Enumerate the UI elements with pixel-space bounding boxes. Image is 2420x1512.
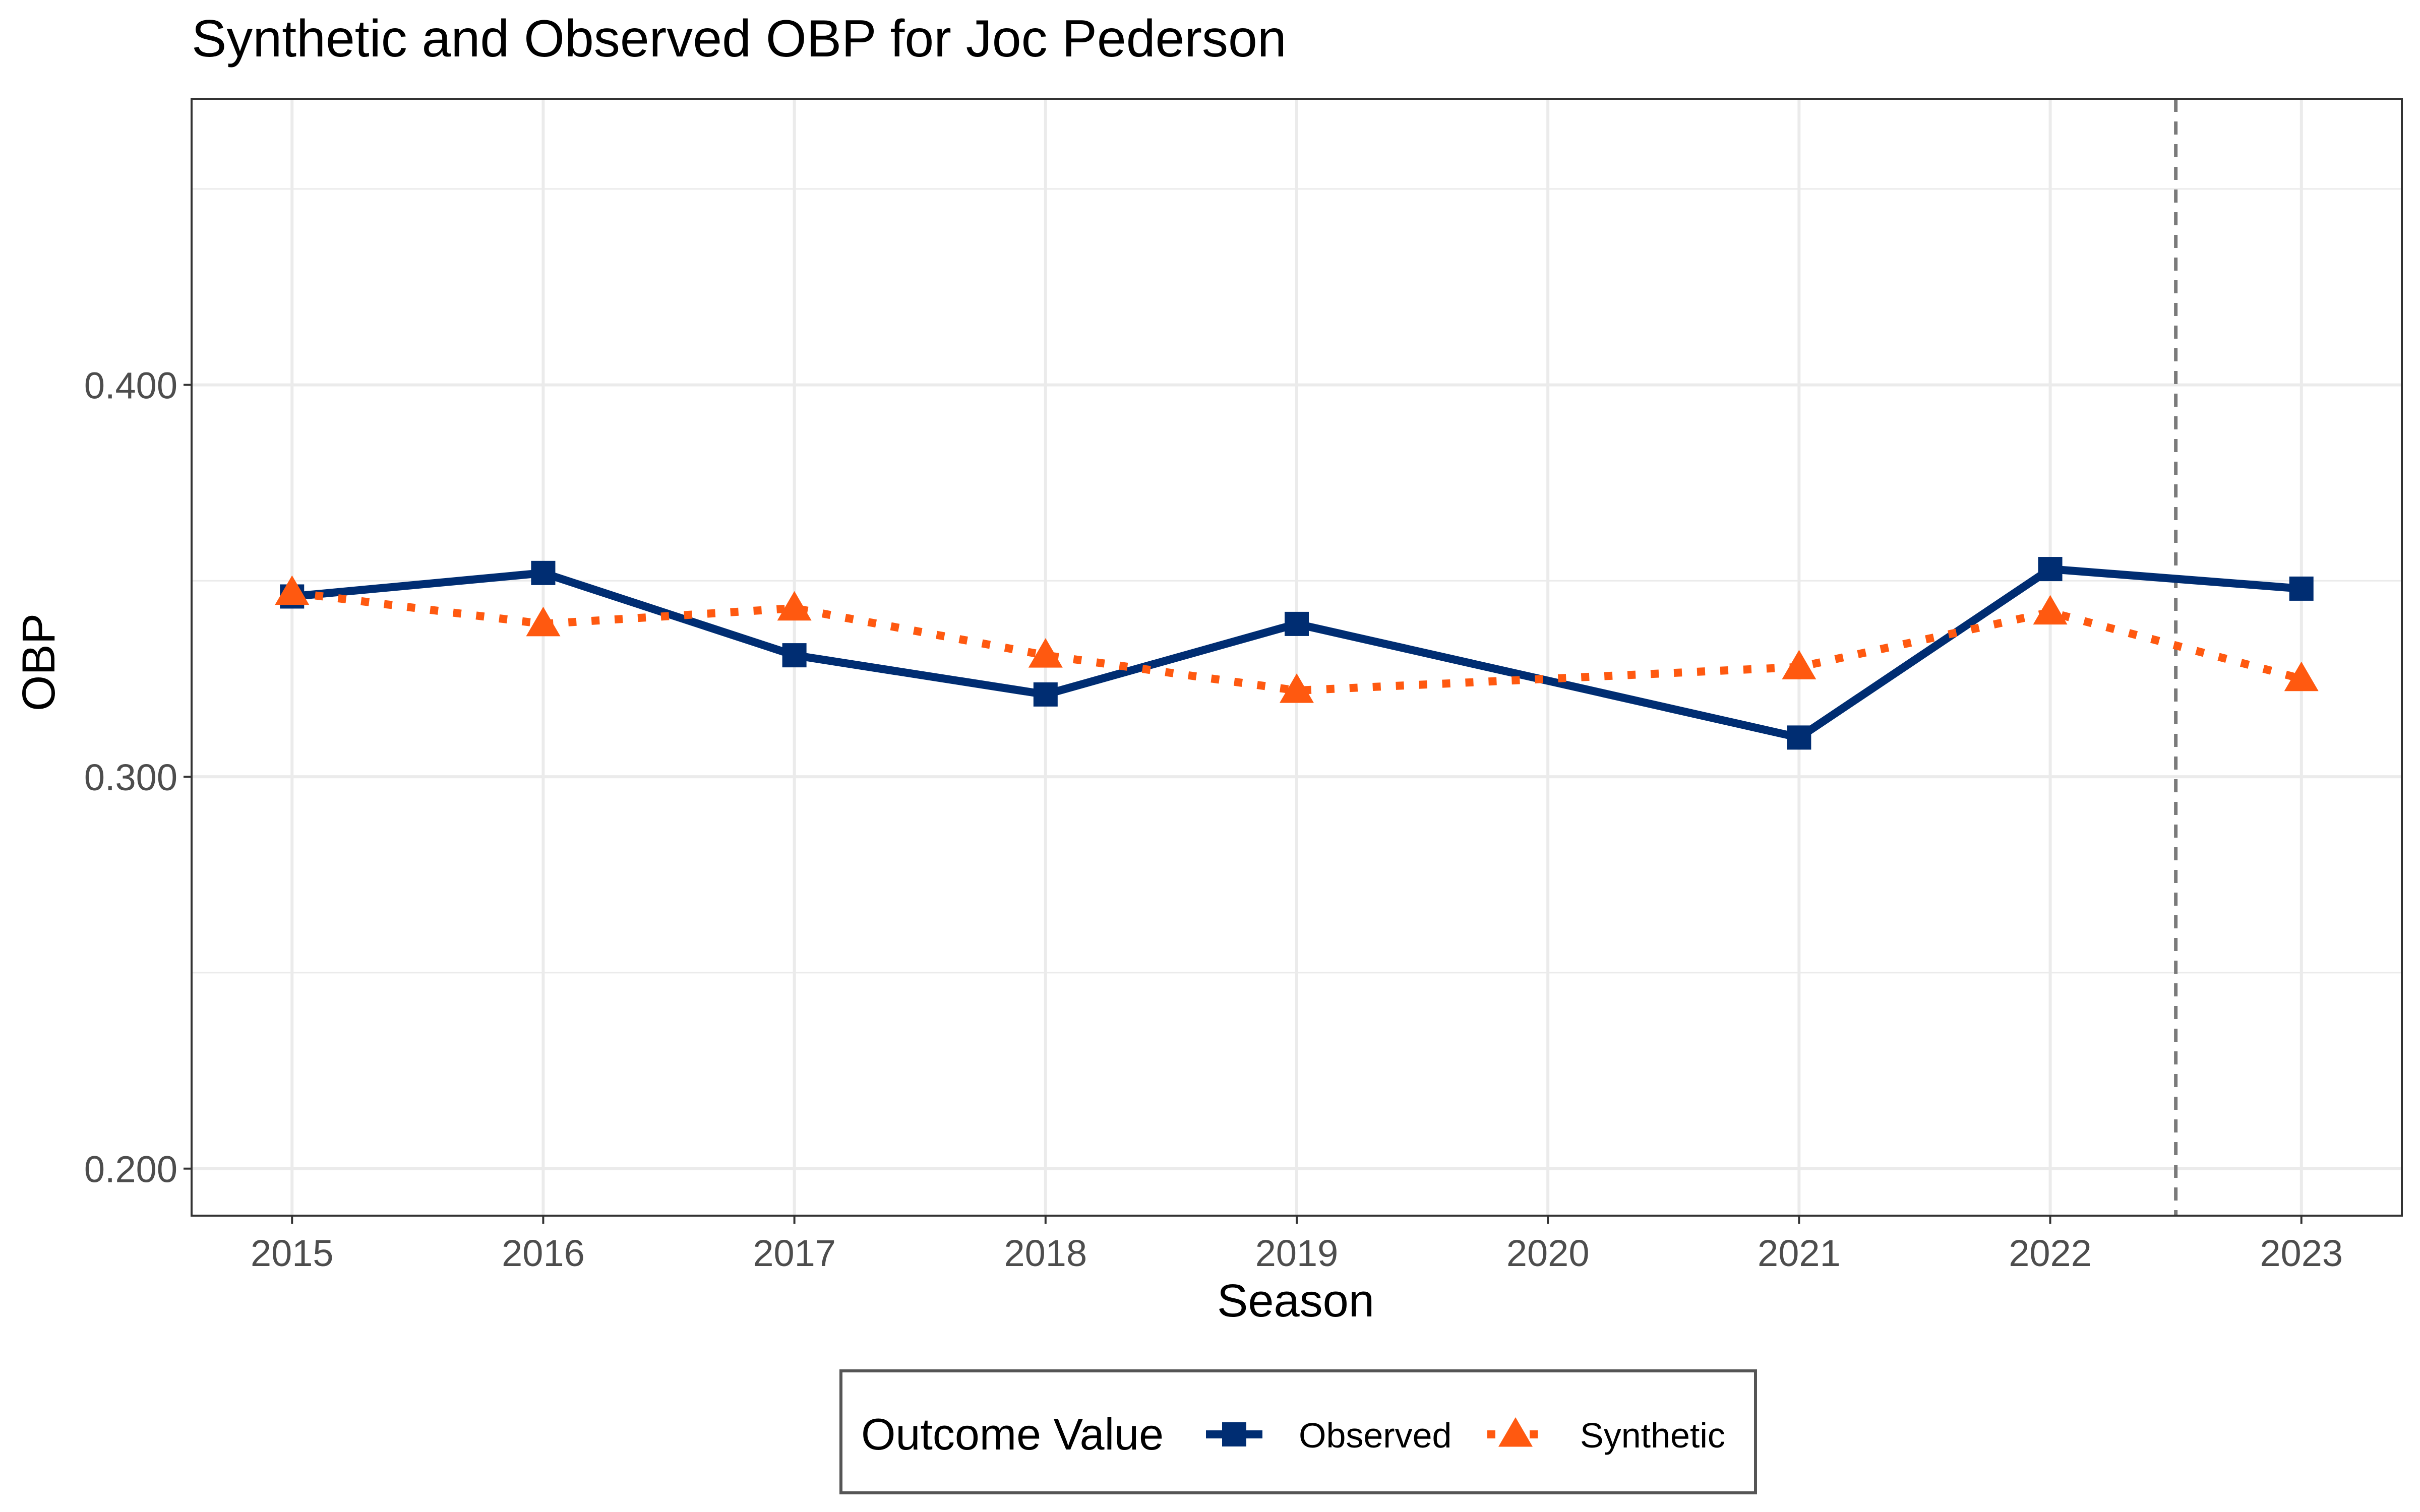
legend-key-marker-synthetic — [1498, 1417, 1533, 1447]
data-point-observed — [1285, 611, 1309, 636]
chart-title: Synthetic and Observed OBP for Joc Peder… — [192, 10, 1287, 68]
data-point-observed — [1033, 682, 1058, 707]
data-point-synthetic — [2284, 661, 2319, 691]
x-tick-label: 2018 — [1004, 1232, 1087, 1274]
data-point-synthetic — [777, 591, 812, 621]
legend-label-observed: Observed — [1299, 1416, 1451, 1455]
y-tick-label: 0.300 — [84, 757, 177, 798]
data-point-observed — [782, 643, 807, 668]
data-point-observed — [2038, 557, 2063, 582]
data-point-observed — [2289, 576, 2314, 601]
data-point-synthetic — [1028, 638, 1063, 668]
legend-box — [839, 1369, 1757, 1494]
plot-area: 0.200 0.300 0.400 2015 2016 2017 2018 2019 2020 2… — [84, 98, 2403, 1274]
data-point-observed — [1787, 725, 1811, 750]
x-tick-label: 2021 — [1758, 1232, 1841, 1274]
x-tick-label: 2016 — [502, 1232, 585, 1274]
legend: Outcome Value Observed Synthetic — [839, 1369, 1757, 1494]
x-tick-label: 2023 — [2260, 1232, 2343, 1274]
x-tick-label: 2022 — [2009, 1232, 2092, 1274]
data-point-synthetic — [526, 606, 561, 637]
legend-title: Outcome Value — [861, 1409, 1164, 1459]
x-tick-label: 2017 — [753, 1232, 836, 1274]
data-point-synthetic — [275, 575, 310, 605]
series-line-synthetic — [291, 588, 2303, 695]
x-tick-label: 2015 — [251, 1232, 334, 1274]
y-tick-label: 0.200 — [84, 1149, 177, 1190]
legend-label-synthetic: Synthetic — [1580, 1416, 1725, 1455]
x-tick-label: 2019 — [1255, 1232, 1339, 1274]
y-axis-title: OBP — [13, 613, 65, 711]
series-line-observed — [291, 565, 2302, 742]
x-axis-title: Season — [1217, 1275, 1374, 1327]
legend-key-marker-observed — [1222, 1422, 1246, 1446]
legend-entries: Observed Synthetic — [1206, 1416, 1725, 1455]
data-point-synthetic — [1782, 650, 1817, 679]
data-point-synthetic — [2033, 595, 2068, 625]
data-point-synthetic — [1280, 673, 1314, 703]
data-point-observed — [531, 560, 556, 585]
y-tick-label: 0.400 — [84, 365, 177, 407]
x-tick-label: 2020 — [1506, 1232, 1590, 1274]
